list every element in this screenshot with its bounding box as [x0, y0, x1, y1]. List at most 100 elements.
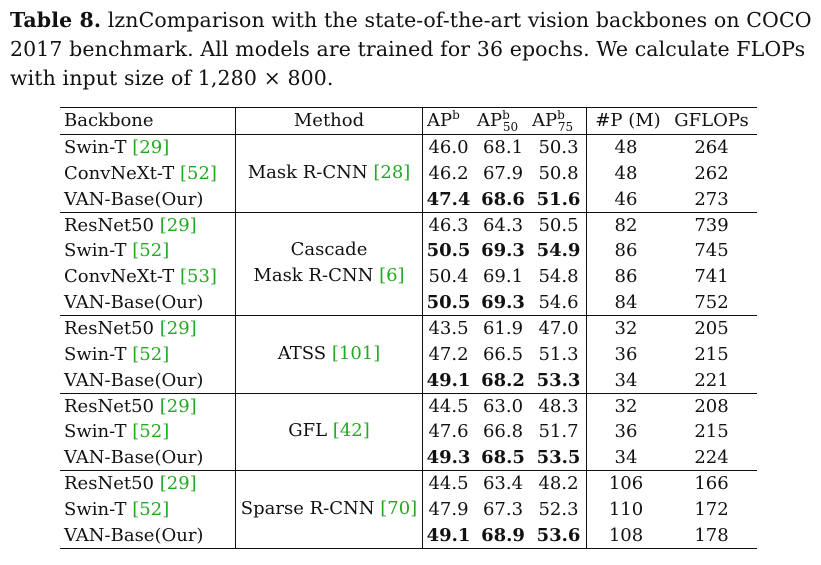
citation-link[interactable]: [6]: [379, 265, 405, 287]
backbone-cell: VAN-Base(Our): [64, 368, 203, 394]
params-cell: 34: [614, 369, 638, 391]
ap75-cell: 50.5: [538, 214, 579, 236]
header-ap50: APb50: [477, 108, 519, 134]
ap75-cell: 53.6: [536, 524, 581, 546]
citation-link[interactable]: [70]: [380, 497, 418, 519]
backbone-cell: VAN-Base(Our): [64, 523, 203, 549]
ap-cell: 43.5: [428, 317, 469, 339]
ap-cell: 47.2: [428, 343, 469, 365]
backbone-name: VAN-Base(Our): [64, 188, 204, 210]
ap75-cell: 50.8: [538, 162, 579, 184]
gflops-cell: 739: [694, 214, 729, 236]
ap-cell: 49.3: [426, 447, 471, 469]
backbone-cell: ConvNeXt-T [53]: [64, 264, 217, 290]
backbone-name: VAN-Base(Our): [64, 524, 204, 546]
caption-label: Table 8.: [10, 8, 102, 32]
ap-cell: 46.0: [428, 137, 469, 158]
params-cell: 36: [614, 421, 638, 443]
backbone-name: ResNet50: [64, 395, 160, 417]
citation-link[interactable]: [52]: [132, 498, 170, 520]
ap50-cell: 66.5: [482, 343, 524, 365]
method-label: Mask R-CNN [6]: [253, 265, 405, 287]
backbone-cell: ConvNeXt-T [52]: [64, 161, 217, 187]
caption-text: lznComparison with the state-of-the-art …: [10, 8, 812, 90]
citation-link[interactable]: [52]: [180, 162, 217, 184]
bottom-rule: [60, 548, 757, 549]
method-label: GFL [42]: [288, 420, 370, 442]
gflops-cell: 273: [694, 188, 729, 210]
gflops-cell: 178: [694, 524, 729, 546]
ap50-cell: 63.4: [482, 473, 524, 495]
backbone-name: Swin-T: [64, 343, 133, 365]
ap75-cell: 47.0: [538, 317, 579, 339]
backbone-name: ConvNeXt-T: [64, 162, 180, 184]
citation-link[interactable]: [29]: [132, 137, 170, 158]
params-cell: 34: [614, 447, 638, 469]
gflops-cell: 752: [694, 292, 729, 314]
params-cell: 86: [614, 240, 638, 262]
backbone-name: VAN-Base(Our): [64, 447, 204, 469]
top-rule: [60, 107, 757, 108]
backbone-name: Swin-T: [64, 240, 133, 262]
gflops-cell: 172: [694, 498, 729, 520]
method-label: Mask R-CNN [28]: [247, 161, 411, 183]
ap75-cell: 54.6: [538, 292, 579, 314]
ap-cell: 47.4: [426, 188, 471, 210]
group-rule: [60, 470, 757, 472]
citation-link[interactable]: [53]: [180, 266, 217, 288]
ap-cell: 50.4: [428, 266, 469, 288]
params-cell: 36: [614, 343, 638, 365]
ap50-cell: 69.1: [482, 266, 524, 288]
ap-cell: 50.5: [426, 240, 471, 262]
backbone-cell: Swin-T [52]: [64, 497, 169, 523]
gflops-cell: 215: [694, 343, 729, 365]
gflops-cell: 262: [694, 162, 729, 184]
params-cell: 32: [614, 395, 638, 417]
backbone-cell: Swin-T [29]: [64, 135, 169, 161]
citation-link[interactable]: [29]: [159, 395, 197, 417]
ap75-cell: 53.5: [536, 447, 581, 469]
group-rule: [60, 314, 757, 316]
params-cell: 82: [614, 214, 638, 236]
backbone-cell: ResNet50 [29]: [64, 471, 197, 497]
gflops-cell: 205: [694, 317, 729, 339]
citation-link[interactable]: [29]: [159, 473, 197, 495]
header-ap75: APb75: [532, 108, 574, 134]
citation-link[interactable]: [52]: [132, 240, 170, 262]
ap-cell: 49.1: [426, 369, 471, 391]
backbone-cell: ResNet50 [29]: [64, 213, 197, 239]
ap75-cell: 52.3: [538, 498, 579, 520]
backbone-cell: Swin-T [52]: [64, 419, 169, 445]
ap-cell: 47.6: [428, 421, 469, 443]
ap75-cell: 48.3: [538, 395, 579, 417]
ap50-cell: 67.3: [482, 498, 524, 520]
params-cell: 48: [614, 162, 638, 184]
ap75-cell: 51.3: [538, 343, 579, 365]
column-divider: [422, 107, 423, 549]
ap50-cell: 68.6: [481, 188, 525, 210]
backbone-name: Swin-T: [64, 421, 133, 443]
results-table: Backbone Method APb APb50 APb75 #P (M) G…: [60, 107, 757, 549]
backbone-cell: VAN-Base(Our): [64, 187, 203, 213]
gflops-cell: 208: [694, 395, 729, 417]
citation-link[interactable]: [29]: [159, 317, 197, 339]
ap-cell: 44.5: [428, 395, 469, 417]
citation-link[interactable]: [42]: [332, 420, 370, 442]
backbone-name: Swin-T: [64, 498, 133, 520]
citation-link[interactable]: [28]: [373, 161, 411, 183]
method-label: ATSS [101]: [277, 342, 381, 364]
citation-link[interactable]: [101]: [331, 342, 381, 364]
params-cell: 32: [614, 317, 638, 339]
ap-cell: 46.3: [428, 214, 469, 236]
params-cell: 48: [614, 137, 638, 158]
method-label: Sparse R-CNN [70]: [240, 497, 418, 519]
citation-link[interactable]: [29]: [159, 214, 197, 236]
ap-cell: 50.5: [426, 292, 471, 314]
header-params: #P (M): [595, 110, 661, 131]
citation-link[interactable]: [52]: [132, 421, 170, 443]
citation-link[interactable]: [52]: [132, 343, 170, 365]
backbone-cell: VAN-Base(Our): [64, 290, 203, 316]
backbone-cell: Swin-T [52]: [64, 238, 169, 264]
ap-cell: 49.1: [426, 524, 471, 546]
backbone-cell: Swin-T [52]: [64, 342, 169, 368]
